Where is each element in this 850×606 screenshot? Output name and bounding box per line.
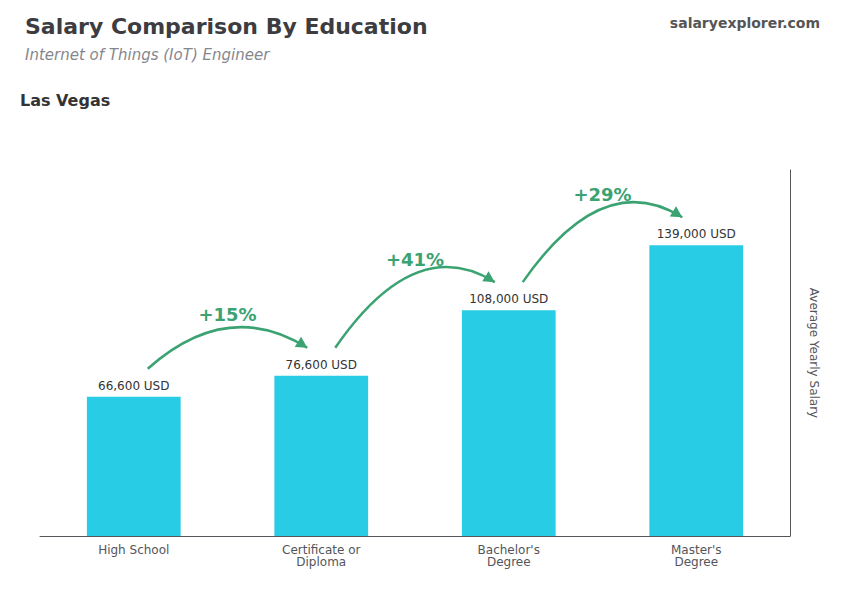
svg-text:108,000 USD: 108,000 USD [469, 292, 548, 306]
svg-text:139,000 USD: 139,000 USD [657, 227, 736, 241]
svg-text:Master's: Master's [671, 543, 722, 557]
svg-text:66,600 USD: 66,600 USD [98, 379, 169, 393]
svg-text:High School: High School [98, 543, 169, 557]
svg-text:Certificate or: Certificate or [282, 543, 361, 557]
svg-text:76,600 USD: 76,600 USD [286, 358, 357, 372]
svg-text:Las Vegas: Las Vegas [20, 91, 110, 110]
svg-text:+41%: +41% [386, 249, 444, 270]
svg-text:Internet of Things (IoT) Engin: Internet of Things (IoT) Engineer [25, 46, 270, 64]
svg-text:Diploma: Diploma [296, 555, 346, 569]
svg-text:Degree: Degree [487, 555, 531, 569]
svg-text:+15%: +15% [198, 304, 256, 325]
svg-text:+29%: +29% [573, 184, 631, 205]
svg-text:Bachelor's: Bachelor's [477, 543, 540, 557]
svg-text:salaryexplorer.com: salaryexplorer.com [670, 15, 820, 31]
svg-text:Average Yearly Salary: Average Yearly Salary [807, 288, 821, 418]
svg-text:Degree: Degree [674, 555, 718, 569]
svg-text:Salary Comparison By Education: Salary Comparison By Education [25, 14, 428, 39]
